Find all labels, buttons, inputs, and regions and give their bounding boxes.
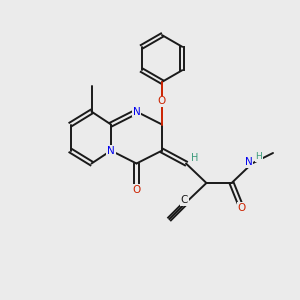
Text: H: H [255, 152, 262, 161]
Text: C: C [181, 195, 188, 205]
Text: O: O [237, 202, 246, 213]
Text: N: N [107, 146, 115, 156]
Text: H: H [191, 153, 199, 163]
Text: O: O [158, 96, 166, 106]
Text: O: O [132, 184, 141, 195]
Text: N: N [133, 106, 140, 117]
Text: N: N [244, 157, 252, 167]
